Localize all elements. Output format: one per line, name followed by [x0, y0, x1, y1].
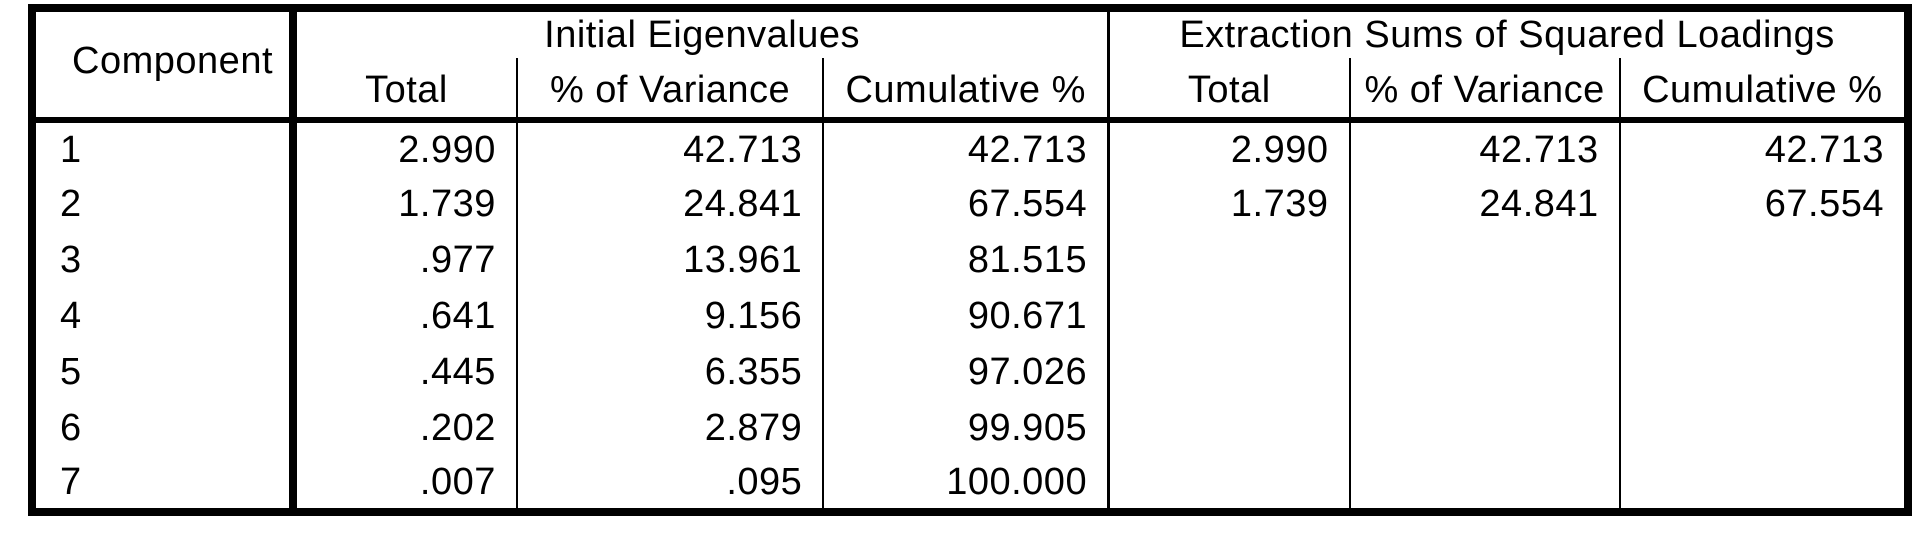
initial-cumulative-pct-header: Cumulative % [822, 58, 1109, 123]
data-cell: 9.156 [515, 288, 824, 344]
table-row: 7 .007 .095 100.000 [32, 456, 1908, 512]
data-cell: .641 [419, 295, 496, 337]
data-cell: 6.355 [515, 344, 824, 400]
data-cell: 97.026 [822, 344, 1109, 400]
data-cell: 90.671 [822, 288, 1109, 344]
total-variance-explained-table: Component Initial Eigenvalues Extraction… [28, 4, 1912, 516]
data-cell [1348, 456, 1620, 512]
data-cell: 42.713 [1618, 120, 1908, 176]
data-cell [1618, 344, 1908, 400]
initial-total-header: Total [293, 58, 517, 123]
data-cell [1618, 288, 1908, 344]
table-row: 4 .641 9.156 90.671 [32, 288, 1908, 344]
data-cell: .095 [515, 456, 824, 512]
data-cell: .007 [419, 461, 496, 503]
component-cell: 3 [32, 232, 298, 288]
component-cell: 5 [32, 344, 298, 400]
spanner-header-row: Component Initial Eigenvalues Extraction… [32, 8, 1908, 123]
data-cell [1107, 288, 1350, 344]
data-cell: 81.515 [822, 232, 1109, 288]
data-cell [1107, 232, 1350, 288]
table-row: 6 .202 2.879 99.905 [32, 400, 1908, 456]
data-cell: 42.713 [1348, 120, 1620, 176]
table-row: 3 .977 13.961 81.515 [32, 232, 1908, 288]
data-cell: 2.990 [398, 128, 496, 171]
data-cell [1348, 344, 1620, 400]
initial-pct-variance-header: % of Variance [515, 58, 824, 123]
data-cell: 100.000 [822, 456, 1109, 512]
data-cell: 13.961 [515, 232, 824, 288]
extraction-sums-group-header: Extraction Sums of Squared Loadings [1107, 8, 1908, 58]
component-cell: 7 [32, 456, 298, 512]
component-cell: 4 [32, 288, 298, 344]
data-cell [1618, 456, 1908, 512]
column-header-row: Total % of Variance Cumulative % Total %… [32, 58, 1908, 123]
component-cell: 6 [32, 400, 298, 456]
data-cell [1107, 400, 1350, 456]
data-cell: 67.554 [822, 176, 1109, 232]
data-cell: 1.739 [1107, 176, 1350, 232]
data-cell [1618, 232, 1908, 288]
data-cell: 24.841 [1348, 176, 1620, 232]
component-column-header: Component [32, 8, 298, 123]
data-cell: .977 [419, 239, 496, 281]
data-cell: 1.739 [398, 183, 496, 225]
extraction-cumulative-pct-header: Cumulative % [1618, 58, 1908, 123]
data-cell: 24.841 [515, 176, 824, 232]
data-cell: 42.713 [515, 120, 824, 176]
table-row: 5 .445 6.355 97.026 [32, 344, 1908, 400]
table-row: 2 1.739 24.841 67.554 1.739 24.841 67.55… [32, 176, 1908, 232]
component-cell: 2 [32, 176, 298, 232]
data-cell: 67.554 [1618, 176, 1908, 232]
data-cell: .202 [419, 407, 496, 449]
data-cell [1348, 232, 1620, 288]
extraction-total-header: Total [1107, 58, 1350, 123]
data-cell: .445 [419, 351, 496, 393]
data-cell: 99.905 [822, 400, 1109, 456]
data-cell [1107, 456, 1350, 512]
data-cell [1348, 288, 1620, 344]
initial-eigenvalues-group-header: Initial Eigenvalues [544, 14, 860, 56]
data-cell [1618, 400, 1908, 456]
data-cell: 2.879 [515, 400, 824, 456]
data-cell [1348, 400, 1620, 456]
data-cell: 42.713 [822, 120, 1109, 176]
component-cell: 1 [32, 120, 298, 176]
extraction-pct-variance-header: % of Variance [1348, 58, 1620, 123]
table-row: 1 2.990 42.713 42.713 2.990 42.713 42.71… [32, 120, 1908, 176]
data-cell: 2.990 [1107, 120, 1350, 176]
data-cell [1107, 344, 1350, 400]
